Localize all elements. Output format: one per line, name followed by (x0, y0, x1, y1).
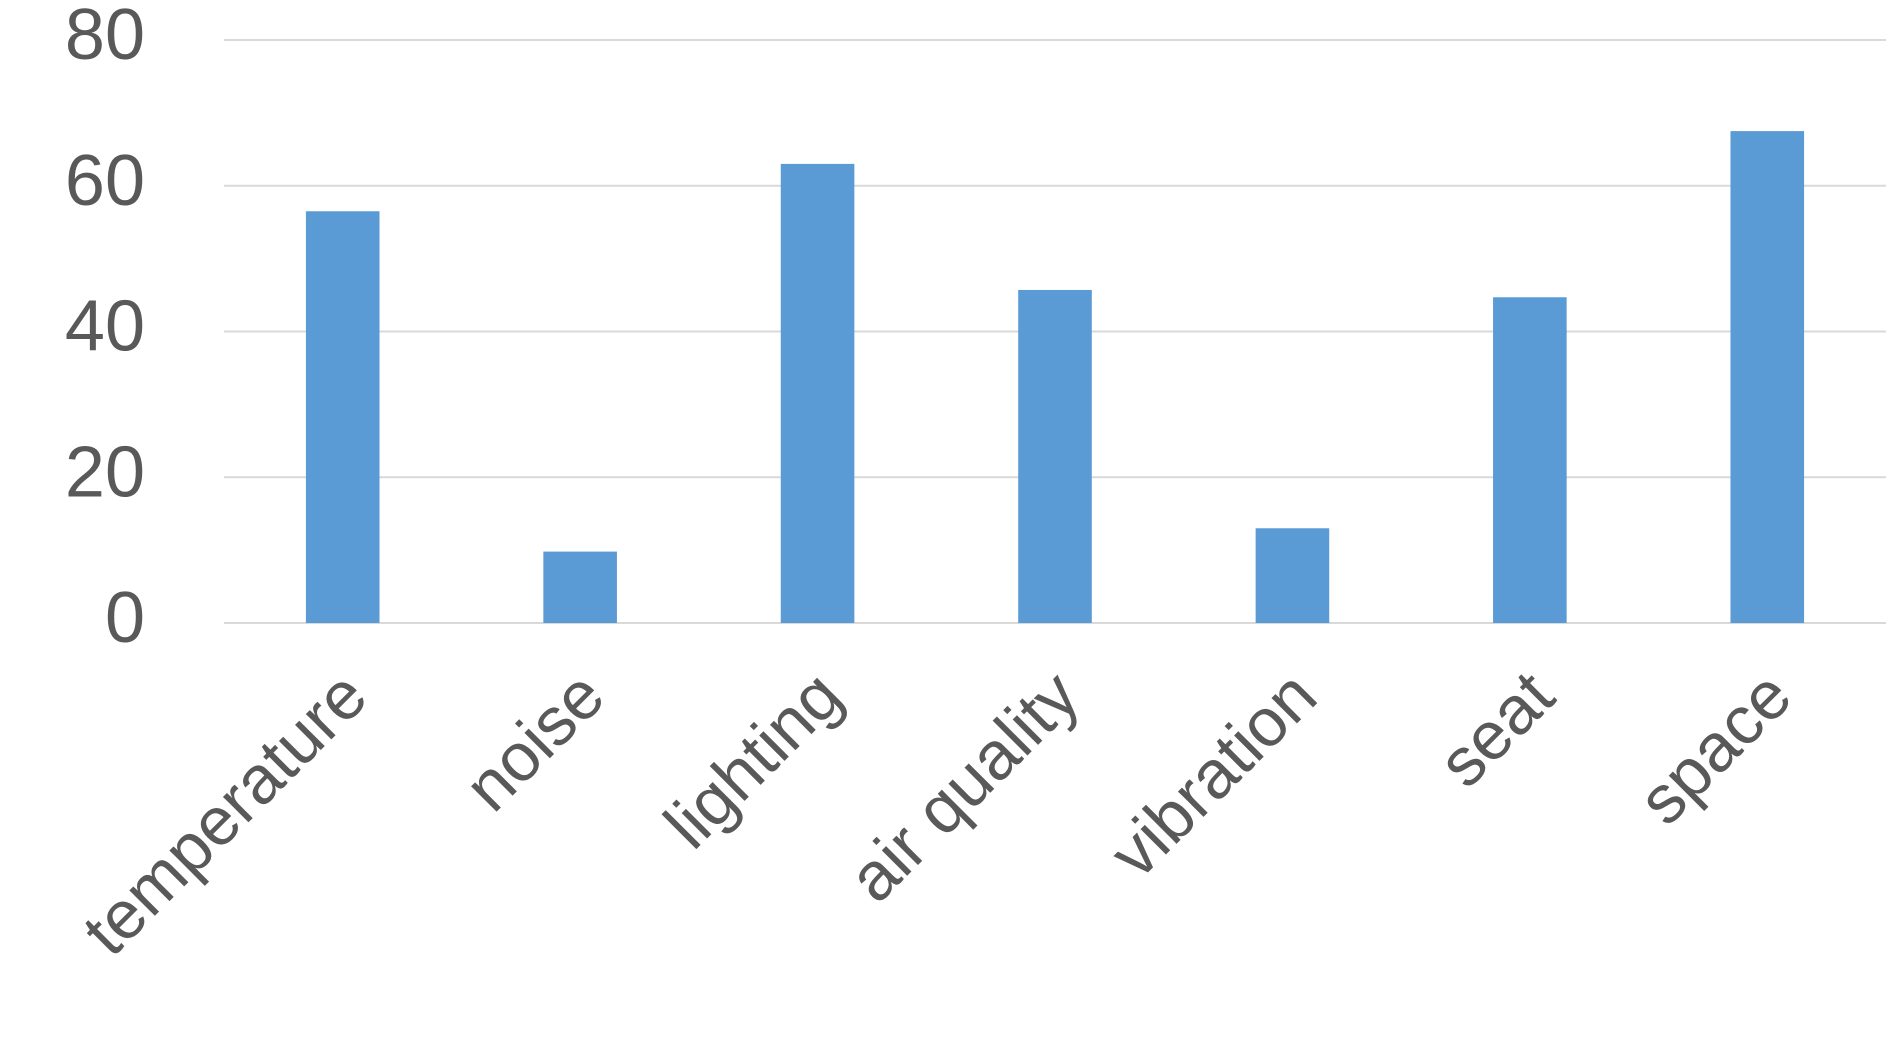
bar (543, 551, 617, 623)
y-tick-label: 80 (65, 0, 145, 75)
bar (1730, 131, 1805, 623)
bar (780, 163, 855, 623)
x-tick-label: air quality (834, 657, 1094, 917)
x-tick-label: lighting (650, 657, 856, 863)
bar (305, 211, 380, 623)
y-tick-label: 20 (65, 432, 145, 512)
y-tick-label: 60 (65, 141, 145, 221)
x-tick-label: vibration (1096, 657, 1331, 892)
x-tick-label: space (1624, 657, 1806, 839)
x-tick-label: noise (450, 657, 619, 826)
bar (1493, 297, 1567, 623)
x-tick-label: seat (1424, 657, 1569, 802)
bar (1018, 289, 1092, 623)
y-tick-label: 0 (105, 578, 145, 658)
x-tick-label: temperature (68, 657, 381, 970)
bar (1255, 528, 1330, 623)
y-tick-label: 40 (65, 287, 145, 367)
